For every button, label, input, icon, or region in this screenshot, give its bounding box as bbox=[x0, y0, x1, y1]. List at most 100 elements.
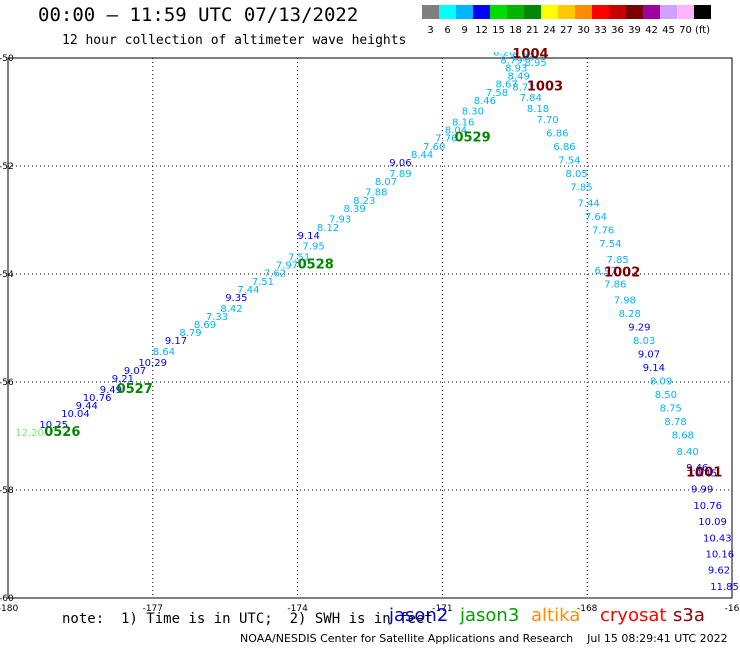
swh-value-label: 10.16 bbox=[705, 550, 734, 561]
swh-value-label: 7.58 bbox=[486, 88, 508, 99]
scale-swatch bbox=[473, 5, 490, 19]
swh-value-label: 12.20 bbox=[15, 428, 44, 439]
swh-value-label: 8.12 bbox=[317, 223, 339, 234]
swh-value-label: 7.93 bbox=[329, 215, 351, 226]
scale-swatch bbox=[660, 5, 677, 19]
scale-swatch bbox=[643, 5, 660, 19]
scale-swatch bbox=[609, 5, 626, 19]
scale-swatch bbox=[626, 5, 643, 19]
swh-value-label: 7.98 bbox=[614, 296, 636, 307]
scale-swatch bbox=[456, 5, 473, 19]
swh-value-label: 7.76 bbox=[435, 134, 457, 145]
swh-value-label: 8.18 bbox=[527, 104, 549, 115]
swh-value-label: 7.44 bbox=[237, 285, 259, 296]
swh-value-label: 10.45 bbox=[689, 469, 718, 480]
swh-value-label: 8.95 bbox=[524, 58, 546, 69]
legend-jason3: jason3 bbox=[460, 605, 520, 626]
swh-value-label: 7.89 bbox=[389, 169, 411, 180]
y-tick-label: -54 bbox=[0, 270, 14, 280]
swh-value-label: 6.86 bbox=[546, 128, 568, 139]
swh-value-label: 8.44 bbox=[411, 150, 433, 161]
scale-label: 30 bbox=[577, 25, 590, 36]
swh-value-label: 7.95 bbox=[302, 242, 324, 253]
y-tick-label: -58 bbox=[0, 486, 14, 496]
swh-value-label: 9.99 bbox=[691, 485, 713, 496]
swh-value-label: 8.93 bbox=[505, 64, 527, 75]
plot-frame bbox=[7, 57, 733, 599]
scale-label: 6 bbox=[444, 25, 451, 36]
swh-value-label: 10.76 bbox=[83, 393, 112, 404]
swh-value-label: 7.86 bbox=[604, 280, 626, 291]
swh-value-label: 8.23 bbox=[353, 196, 375, 207]
scale-label: 27 bbox=[560, 25, 573, 36]
y-tick-label: -60 bbox=[0, 594, 14, 604]
swh-value-label: 8.67 bbox=[495, 80, 517, 91]
swh-value-label: 7.60 bbox=[423, 142, 445, 153]
pass-id-label: 0529 bbox=[454, 131, 490, 146]
swh-value-label: 7.85 bbox=[570, 182, 592, 193]
scale-label: 39 bbox=[628, 25, 641, 36]
swh-value-label: 9.14 bbox=[643, 363, 665, 374]
swh-value-label: 7.62 bbox=[264, 269, 286, 280]
swh-value-label: 9.44 bbox=[76, 401, 98, 412]
swh-value-label: 8.79 bbox=[500, 55, 522, 66]
swh-value-label: 6.86 bbox=[553, 142, 575, 153]
scale-label: 3 bbox=[427, 25, 434, 36]
pass-id-label: 0526 bbox=[44, 425, 80, 440]
pass-id-label: 1004 bbox=[512, 47, 548, 62]
scale-label: 12 bbox=[475, 25, 488, 36]
swh-value-label: 7.88 bbox=[365, 188, 387, 199]
scale-swatch bbox=[694, 5, 711, 19]
x-tick-label: -168 bbox=[577, 604, 598, 614]
scale-label: 70 bbox=[679, 25, 692, 36]
pass-id-label: 0527 bbox=[117, 382, 153, 397]
scale-label: 36 bbox=[611, 25, 624, 36]
swh-value-label: 8.75 bbox=[660, 404, 682, 415]
swh-value-label: 7.33 bbox=[206, 312, 228, 323]
scale-swatch bbox=[677, 5, 694, 19]
swh-value-label: 9.06 bbox=[389, 158, 411, 169]
y-tick-label: -52 bbox=[0, 162, 14, 172]
swh-value-label: 8.07 bbox=[375, 177, 397, 188]
y-tick-label: -50 bbox=[0, 54, 14, 64]
swh-value-label: 8.93 bbox=[512, 53, 534, 64]
swh-value-label: 10.43 bbox=[703, 533, 732, 544]
x-tick-label: -171 bbox=[432, 604, 452, 614]
swh-value-label: 9.35 bbox=[225, 293, 247, 304]
scale-label: 33 bbox=[594, 25, 607, 36]
swh-value-label: 8.42 bbox=[220, 304, 242, 315]
pass-id-label: 1002 bbox=[604, 266, 640, 281]
footnote: note: 1) Time is in UTC; 2) SWH is in fe… bbox=[62, 611, 433, 627]
scale-swatch bbox=[592, 5, 609, 19]
swh-value-label: 9.14 bbox=[298, 231, 320, 242]
swh-value-label: 8.03 bbox=[633, 336, 655, 347]
swh-value-label: 9.07 bbox=[638, 350, 660, 361]
scale-label: 24 bbox=[543, 25, 556, 36]
swh-value-label: 7.76 bbox=[592, 226, 614, 237]
x-tick-label: -174 bbox=[287, 604, 308, 614]
swh-value-label: 10.25 bbox=[39, 420, 68, 431]
pass-id-label: 0528 bbox=[298, 258, 334, 273]
scale-label: 9 bbox=[461, 25, 468, 36]
swh-value-label: 9.49 bbox=[100, 385, 122, 396]
credit-line: NOAA/NESDIS Center for Satellite Applica… bbox=[240, 632, 728, 645]
legend-altika: altika bbox=[531, 605, 581, 626]
legend-jason2: jason2 bbox=[389, 605, 449, 626]
swh-value-label: 10.29 bbox=[138, 358, 167, 369]
swh-value-label: 9.46 bbox=[686, 463, 708, 474]
swh-value-label: 7.70 bbox=[537, 115, 559, 126]
scale-swatch bbox=[507, 5, 524, 19]
swh-value-label: 8.69 bbox=[194, 320, 216, 331]
scale-swatch bbox=[439, 5, 456, 19]
swh-value-label: 8.68 bbox=[672, 431, 694, 442]
swh-value-label: 7.64 bbox=[585, 212, 607, 223]
swh-value-label: 9.21 bbox=[112, 374, 134, 385]
swh-value-label: 8.30 bbox=[462, 107, 484, 118]
swh-value-label: 7.54 bbox=[599, 239, 621, 250]
y-tick-label: -56 bbox=[0, 378, 14, 388]
swh-value-label: 8.16 bbox=[452, 118, 474, 129]
swh-value-label: 8.05 bbox=[565, 169, 587, 180]
x-tick-label: -16 bbox=[725, 604, 740, 614]
swh-value-label: 8.40 bbox=[676, 447, 698, 458]
